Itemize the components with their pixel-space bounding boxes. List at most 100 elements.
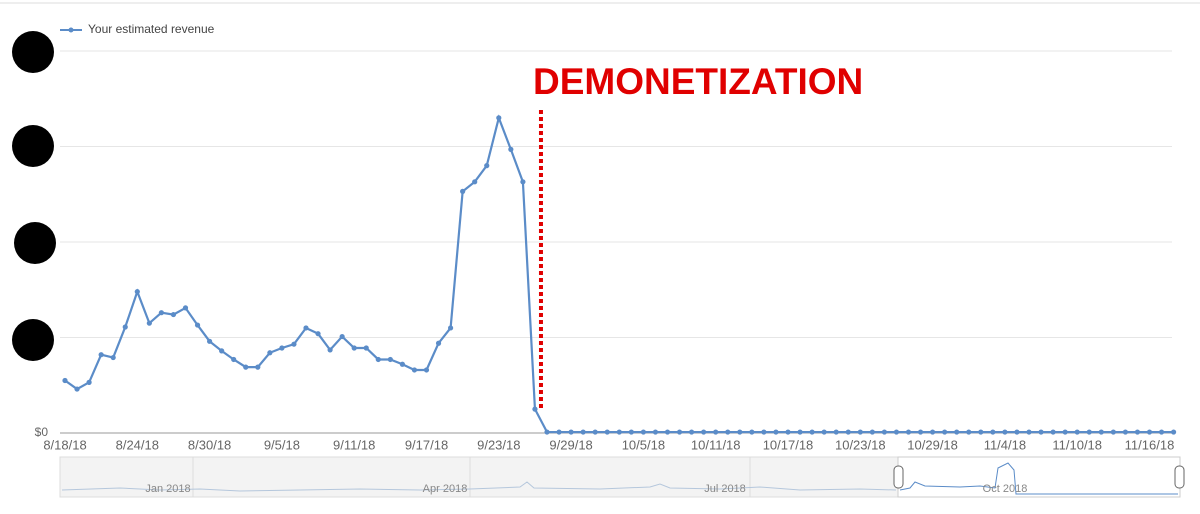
data-point (1050, 429, 1056, 435)
data-point (315, 331, 321, 337)
data-point (893, 429, 900, 435)
annotation: DEMONETIZATION (533, 61, 863, 102)
navigator: Jan 2018 Apr 2018 Jul 2018 Oct 2018 (59, 456, 1185, 498)
x-tick-label: 10/11/18 (691, 437, 741, 452)
navigator-line (899, 462, 1178, 495)
data-point (508, 146, 514, 152)
data-point (182, 305, 189, 311)
navigator-label: Jan 2018 (145, 483, 190, 495)
data-point (1098, 429, 1104, 435)
x-tick-label: 8/18/18 (43, 437, 86, 452)
data-point (74, 386, 80, 392)
data-point (1146, 429, 1153, 435)
navigator-line (61, 481, 897, 492)
x-tick-label: 11/4/18 (984, 437, 1026, 452)
data-point (1122, 429, 1128, 435)
data-point (905, 429, 912, 435)
data-point (267, 350, 273, 356)
redaction (12, 319, 54, 361)
data-point (134, 289, 140, 295)
data-point (954, 429, 960, 435)
data-point (592, 429, 598, 435)
x-tick-label: 11/16/18 (1125, 437, 1175, 452)
redactions (12, 31, 56, 361)
data-point (942, 429, 948, 435)
data-point (857, 429, 863, 435)
navigator-window[interactable] (897, 456, 1181, 498)
navigator-handle[interactable] (893, 465, 904, 489)
data-point (194, 322, 201, 328)
data-point (640, 429, 647, 435)
data-point (291, 341, 297, 347)
navigator-label: Jul 2018 (704, 483, 746, 495)
data-point (628, 429, 634, 435)
data-point (243, 364, 249, 370)
data-point (833, 429, 839, 435)
data-point (761, 429, 767, 435)
data-point (1014, 429, 1020, 435)
data-point (544, 429, 550, 435)
data-point (664, 429, 671, 435)
x-tick-label: 11/10/18 (1052, 437, 1102, 452)
data-point (1002, 429, 1008, 435)
data-point (652, 429, 659, 435)
data-point (978, 429, 984, 435)
data-point (604, 429, 610, 435)
data-point (387, 356, 393, 363)
data-point (713, 429, 719, 435)
data-point (749, 429, 755, 435)
data-point (966, 429, 972, 435)
data-point (423, 367, 430, 373)
x-tick-label: 10/23/18 (835, 437, 886, 452)
data-point (568, 429, 574, 435)
data-point (785, 429, 791, 435)
data-point (676, 429, 683, 435)
data-point (460, 188, 466, 194)
redaction (12, 125, 54, 167)
x-tick-label: 8/30/18 (188, 437, 231, 452)
data-point (869, 429, 875, 435)
data-point (1086, 429, 1092, 435)
data-point (351, 345, 357, 351)
x-tick-label: 9/5/18 (264, 437, 300, 452)
series-line (64, 114, 1174, 434)
data-point (146, 320, 152, 326)
redaction (14, 222, 56, 264)
data-point (737, 429, 743, 435)
x-tick-label: 10/17/18 (763, 437, 814, 452)
data-point (1038, 429, 1044, 435)
data-point (411, 367, 418, 373)
data-point (496, 115, 502, 121)
data-point (98, 352, 104, 358)
navigator-label: Apr 2018 (423, 483, 468, 495)
data-point (1110, 429, 1116, 435)
legend-swatch (68, 27, 74, 33)
navigator-handle[interactable] (1174, 465, 1185, 489)
data-point (1158, 429, 1165, 435)
data-point (580, 429, 586, 435)
data-point (1171, 429, 1177, 435)
data-point (616, 429, 622, 435)
data-point (339, 333, 345, 340)
y-tick-label: $0 (35, 425, 49, 439)
data-point (219, 348, 225, 354)
data-point (1074, 429, 1080, 435)
data-point (170, 311, 177, 318)
data-point (1134, 429, 1141, 435)
x-tick-label: 9/11/18 (333, 437, 375, 452)
x-tick-label: 8/24/18 (116, 437, 159, 452)
data-point (556, 429, 562, 435)
data-point (689, 429, 695, 435)
data-point (207, 338, 213, 344)
data-point (435, 340, 442, 346)
data-point (448, 325, 454, 331)
data-point (484, 163, 490, 169)
x-tick-label: 10/29/18 (907, 437, 958, 452)
data-point (62, 377, 68, 384)
data-point (303, 325, 309, 331)
data-point (472, 179, 478, 185)
navigator-label: Oct 2018 (983, 483, 1028, 495)
data-point (532, 406, 538, 412)
data-point (1026, 429, 1032, 435)
data-point (725, 429, 731, 435)
